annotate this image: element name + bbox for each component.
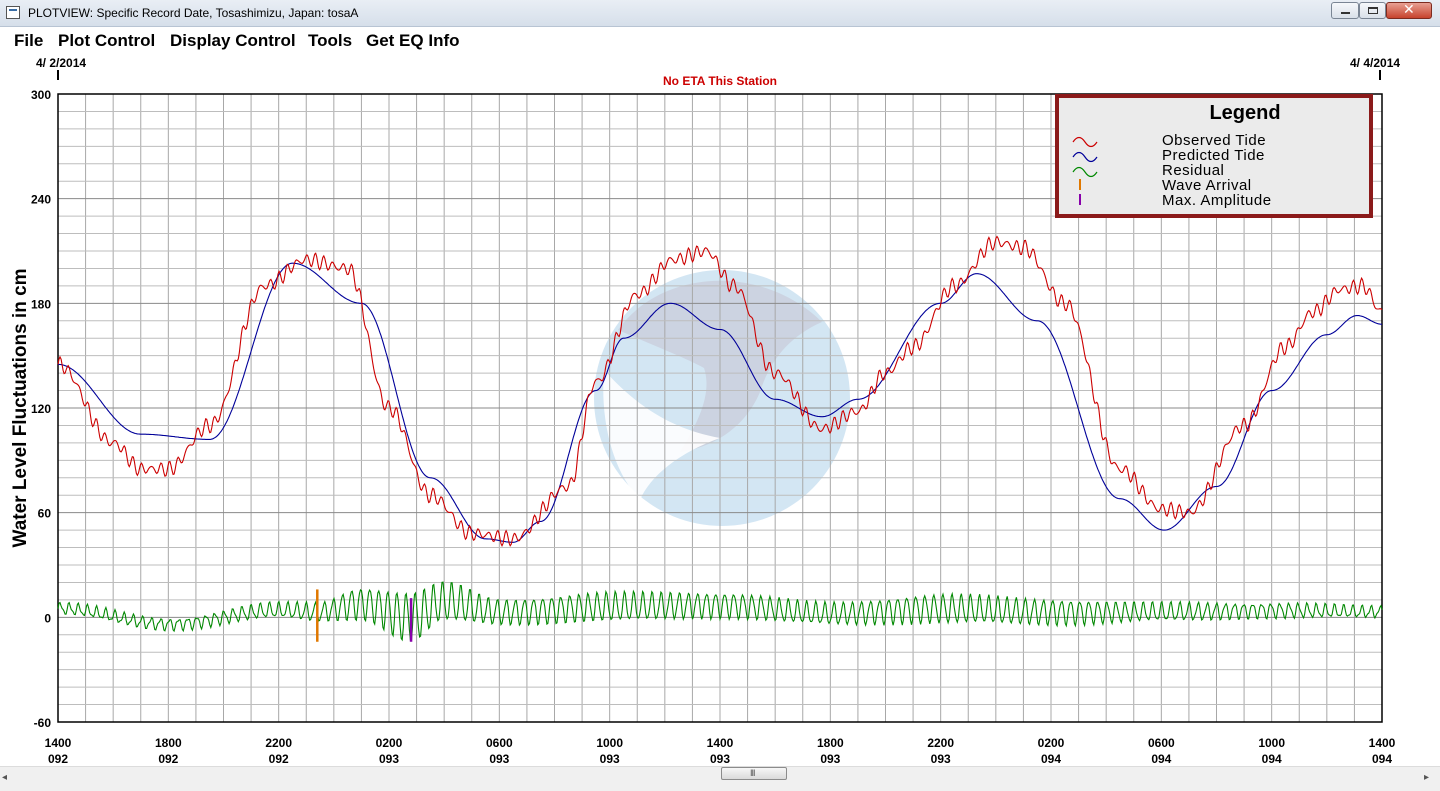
- x-tick-label-time: 0200: [1038, 736, 1065, 750]
- x-tick-label-time: 2200: [927, 736, 954, 750]
- x-tick-label-day: 093: [820, 752, 840, 766]
- plot-window-icon: [6, 6, 20, 19]
- y-tick-label: 0: [44, 611, 51, 625]
- marker-layer: [316, 589, 413, 642]
- y-tick-label: 240: [31, 193, 51, 207]
- x-tick-label-time: 2200: [265, 736, 292, 750]
- maximize-icon: [1368, 7, 1378, 14]
- x-tick-label-time: 1400: [45, 736, 72, 750]
- legend-swatch-wave: [1072, 166, 1098, 178]
- menu-display-control[interactable]: Display Control: [170, 31, 296, 50]
- series-residual: [57, 581, 1383, 642]
- x-tick-label-day: 094: [1041, 752, 1061, 766]
- x-tick-label-day: 092: [48, 752, 68, 766]
- grip-icon: III: [750, 768, 755, 778]
- scroll-right-arrow-icon[interactable]: ▸: [1424, 772, 1430, 783]
- x-tick-label-time: 0200: [376, 736, 403, 750]
- legend-label: Residual: [1162, 162, 1224, 179]
- scroll-left-arrow-icon[interactable]: ◂: [2, 772, 8, 783]
- maximize-button[interactable]: [1359, 2, 1386, 19]
- x-tick-label-day: 093: [931, 752, 951, 766]
- tide-chart: -60 0 60 120 180 240 300 1400 092 1800 092 2200 092…: [10, 56, 1400, 766]
- legend-swatch-wave: [1072, 151, 1098, 163]
- x-tick-labels: 1400 092 1800 092 2200 092 0200 093 0600 093 1000 0…: [45, 736, 1396, 766]
- menu-get-eq-info[interactable]: Get EQ Info: [366, 31, 460, 50]
- y-tick-label: 180: [31, 297, 51, 311]
- x-tick-label-day: 093: [489, 752, 509, 766]
- close-button[interactable]: ✕: [1386, 2, 1432, 19]
- y-tick-label: 60: [38, 507, 52, 521]
- y-tick-label: 300: [31, 88, 51, 102]
- x-tick-label-time: 1800: [817, 736, 844, 750]
- y-tick-label: 120: [31, 402, 51, 416]
- menu-tools[interactable]: Tools: [308, 31, 353, 50]
- menu-file[interactable]: File: [14, 31, 44, 50]
- x-tick-label-time: 0600: [1148, 736, 1175, 750]
- window-title: PLOTVIEW: Specific Record Date, Tosashim…: [28, 6, 359, 20]
- legend-swatch-wave: [1072, 136, 1098, 148]
- legend-label: Predicted Tide: [1162, 147, 1265, 164]
- x-tick-label-day: 092: [158, 752, 178, 766]
- menu-plot-control[interactable]: Plot Control: [58, 31, 156, 50]
- x-tick-label-time: 0600: [486, 736, 513, 750]
- series-observed-tide: [57, 235, 1383, 547]
- x-tick-label-time: 1000: [1258, 736, 1285, 750]
- chart-subtitle: No ETA This Station: [663, 74, 777, 88]
- x-tick-label-day: 093: [710, 752, 730, 766]
- date-start-label: 4/ 2/2014: [36, 56, 86, 70]
- scrollbar-thumb[interactable]: III: [721, 767, 787, 780]
- x-tick-label-day: 094: [1372, 752, 1392, 766]
- series-predicted-tide: [58, 262, 1383, 543]
- legend-label: Wave Arrival: [1162, 177, 1252, 194]
- minimize-icon: [1341, 12, 1350, 14]
- minimize-button[interactable]: [1331, 2, 1359, 19]
- x-tick-label-day: 092: [269, 752, 289, 766]
- plot-frame: [57, 93, 1383, 723]
- legend-title: Legend: [1209, 102, 1280, 124]
- x-tick-label-day: 094: [1262, 752, 1282, 766]
- x-tick-label-day: 094: [1151, 752, 1171, 766]
- title-bar[interactable]: PLOTVIEW: Specific Record Date, Tosashim…: [0, 0, 1440, 27]
- date-end-label: 4/ 4/2014: [1350, 56, 1400, 70]
- menu-bar: File Plot Control Display Control Tools …: [0, 29, 1440, 53]
- x-tick-label-time: 1400: [707, 736, 734, 750]
- legend-frame: [1055, 94, 1373, 218]
- legend-label: Max. Amplitude: [1162, 192, 1272, 209]
- noaa-watermark-logo: [594, 270, 850, 526]
- close-icon: ✕: [1403, 2, 1415, 18]
- series-layer: [57, 235, 1383, 642]
- y-tick-label: -60: [34, 716, 52, 730]
- x-tick-label-time: 1400: [1369, 736, 1396, 750]
- x-tick-label-time: 1800: [155, 736, 182, 750]
- y-tick-labels: -60 0 60 120 180 240 300: [31, 88, 51, 730]
- horizontal-scrollbar[interactable]: ◂ III ▸: [0, 766, 1440, 791]
- x-tick-label-day: 093: [379, 752, 399, 766]
- x-tick-label-day: 093: [600, 752, 620, 766]
- x-tick-label-time: 1000: [596, 736, 623, 750]
- y-axis-label: Water Level Fluctuations in cm: [10, 268, 31, 547]
- legend-label: Observed Tide: [1162, 132, 1266, 149]
